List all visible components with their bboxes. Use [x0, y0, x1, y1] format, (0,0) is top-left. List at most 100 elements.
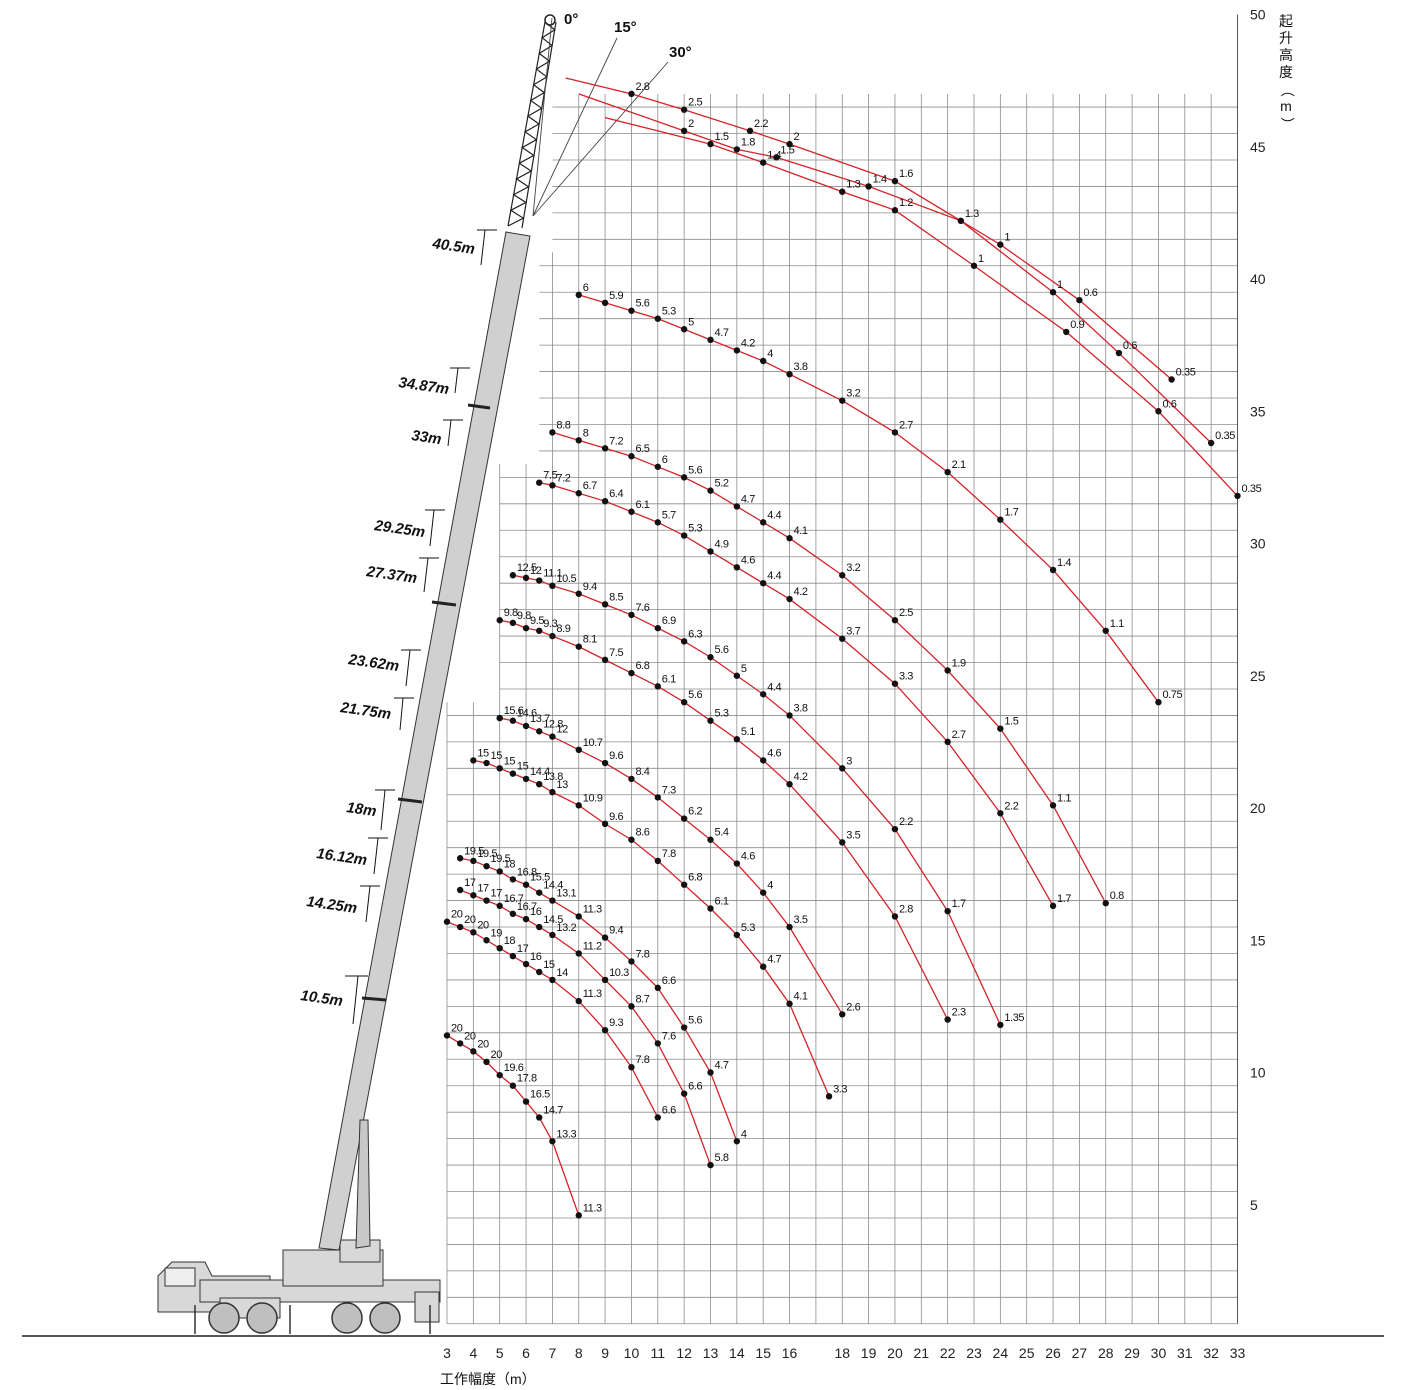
point-label: 17 [517, 943, 529, 955]
data-point [773, 154, 780, 161]
data-point [522, 881, 530, 888]
point-label: 3.7 [846, 626, 860, 638]
x-tick-label: 22 [940, 1345, 956, 1361]
capacity-curve: 7.5 7.26.76.46.15.75.34.94.64.44.23.73.32… [536, 470, 1072, 910]
data-point [733, 1138, 741, 1145]
point-label: 16.8 [517, 866, 537, 878]
point-label: 10.7 [583, 737, 603, 749]
point-label: 7.6 [635, 602, 649, 614]
point-label: 2.6 [846, 1001, 860, 1013]
point-label: 8.4 [635, 766, 649, 778]
point-label: 1.5 [715, 131, 729, 143]
capacity-curve: 9.8 9.8 9.5 9.3 8.98.17.56.86.15.65.35.14.64… [496, 607, 966, 1023]
data-point [654, 857, 661, 865]
point-label: 0.6 [1162, 398, 1176, 410]
point-label: 15 [477, 747, 489, 759]
angle-label-15: 15° [614, 19, 637, 36]
data-point [733, 736, 741, 743]
point-label: 6.8 [688, 872, 702, 884]
point-label: 8.1 [583, 634, 597, 646]
data-point [680, 474, 688, 481]
point-label: 17 [477, 882, 489, 894]
capacity-curve: 17 17 17 16.716.71614.513.211.210.38.77.66.… [456, 877, 729, 1169]
main-boom [318, 231, 531, 1251]
capacity-curve: 15 15 15 15 14.413.81310.99.68.67.86.86.15.3… [470, 747, 848, 1100]
data-point [470, 857, 477, 865]
point-label: 14.7 [543, 1104, 563, 1116]
data-point [536, 923, 543, 931]
point-label: 4 [767, 880, 773, 892]
point-label: 6.2 [688, 806, 702, 818]
point-label: 4.7 [741, 493, 755, 505]
data-point [654, 315, 661, 322]
data-point [707, 140, 714, 148]
data-point [496, 944, 503, 952]
data-point [549, 582, 556, 590]
point-label: 5.8 [715, 1152, 729, 1164]
curve-line [499, 619, 949, 1020]
point-label: 3.3 [899, 671, 913, 683]
data-point [891, 913, 899, 920]
point-label: 4.4 [767, 681, 781, 693]
data-point [839, 1011, 846, 1018]
point-label: 11.3 [583, 903, 602, 915]
data-point [575, 490, 582, 497]
x-tick-label: 32 [1203, 1345, 1219, 1361]
x-tick-label: 19 [861, 1345, 877, 1361]
point-label: 9.6 [609, 750, 623, 762]
data-point [522, 624, 530, 632]
point-label: 10.3 [609, 967, 629, 979]
capacity-curve: 21.81.51.41.310.60.35 [578, 93, 1236, 447]
point-label: 20 [451, 1022, 463, 1034]
point-label: 6.3 [688, 628, 702, 640]
y-tick-label: 20 [1250, 800, 1266, 816]
y-tick-label: 5 [1250, 1197, 1258, 1213]
point-label: 3.8 [794, 361, 808, 373]
point-label: 4.9 [715, 538, 729, 550]
data-point [891, 680, 899, 687]
point-label: 1.6 [899, 168, 913, 180]
point-label: 6.4 [609, 488, 623, 500]
point-label: 11.2 [583, 940, 602, 952]
data-point [575, 802, 582, 809]
data-point [733, 564, 741, 571]
data-point [496, 902, 503, 910]
data-point [601, 976, 609, 984]
boom-length-label: 34.87m [397, 374, 450, 398]
boom-length-arrows [345, 229, 497, 1025]
data-point [549, 788, 556, 796]
point-label: 1.1 [1110, 618, 1124, 630]
point-label: 2.5 [688, 97, 702, 109]
point-label: 6.1 [635, 499, 649, 511]
y-axis-title-char: m [1280, 98, 1292, 114]
point-label: 2.5 [899, 607, 913, 619]
data-point [522, 574, 530, 582]
data-point [891, 177, 899, 185]
data-point [575, 997, 582, 1005]
point-label: 8.8 [556, 419, 570, 431]
data-point [601, 656, 609, 664]
point-label: 2.3 [952, 1007, 966, 1019]
data-point [628, 508, 635, 515]
data-point [549, 632, 556, 640]
data-point [680, 106, 688, 113]
point-label: 16.7 [517, 901, 537, 913]
point-label: 9.8 [517, 610, 531, 622]
point-label: 12.5 [517, 562, 537, 574]
point-label: 5.3 [688, 523, 702, 535]
data-point [522, 1098, 530, 1105]
boom-length-label: 40.5m [430, 235, 475, 258]
data-point [601, 497, 609, 505]
point-label: 4.2 [794, 771, 808, 783]
point-label: 2.2 [899, 816, 913, 828]
point-label: 1.8 [741, 136, 755, 148]
data-point [746, 127, 754, 135]
data-point [549, 429, 556, 436]
data-point [536, 780, 543, 788]
data-point [654, 463, 661, 470]
y-tick-label: 50 [1250, 7, 1266, 23]
data-point [786, 371, 793, 378]
point-label: 9.5 [530, 615, 544, 627]
boom-length-label: 33m [410, 427, 442, 448]
point-label: 1.9 [952, 657, 966, 669]
